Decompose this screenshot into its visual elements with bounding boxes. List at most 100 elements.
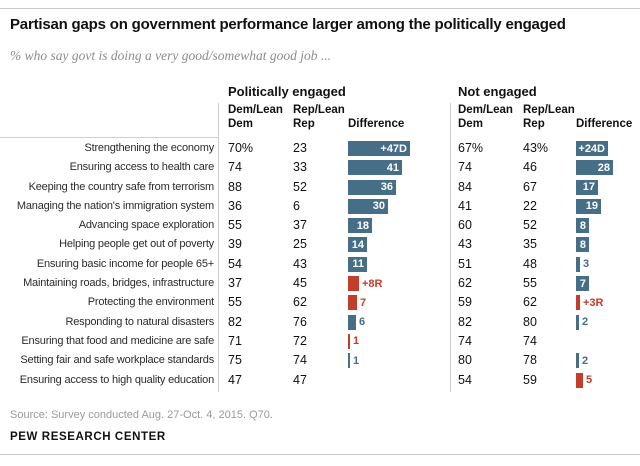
difference-cell: 18 (348, 218, 372, 234)
row-label: Advancing space exploration (78, 219, 214, 232)
row-label: Ensuring that food and medicine are safe (21, 334, 214, 347)
difference-value: 6 (359, 316, 366, 329)
table-row: Ensuring access to high quality educatio… (0, 371, 640, 390)
difference-cell: 6 (348, 314, 366, 330)
dem-value-not-engaged: 82 (458, 314, 472, 329)
rep-value-engaged: 76 (293, 314, 307, 329)
difference-value: +3R (583, 296, 604, 309)
difference-bar (576, 256, 580, 272)
dem-value-not-engaged: 51 (458, 256, 472, 271)
dem-value-engaged: 47 (228, 372, 242, 387)
difference-cell: 19 (576, 198, 601, 214)
table-row: Ensuring basic income for people 65+ 54 43… (0, 255, 640, 274)
difference-value: 17 (582, 181, 595, 194)
difference-cell: 30 (348, 198, 388, 214)
column-divider-right (450, 103, 451, 392)
difference-cell: 14 (348, 237, 367, 253)
difference-bar: 41 (348, 160, 402, 176)
column-divider-left (218, 103, 219, 392)
rep-value-not-engaged: 43% (523, 141, 549, 155)
difference-value: 30 (372, 200, 385, 213)
difference-bar: 30 (348, 198, 388, 214)
rep-value-engaged: 25 (293, 237, 307, 252)
rep-value-engaged: 72 (293, 333, 307, 348)
difference-value: 2 (582, 316, 589, 329)
rep-value-engaged: 62 (293, 295, 307, 310)
dem-value-not-engaged: 62 (458, 276, 472, 291)
dem-value-engaged: 71 (228, 333, 242, 348)
table-row: Ensuring that food and medicine are safe… (0, 332, 640, 351)
rep-value-not-engaged: 46 (523, 160, 537, 175)
rep-value-not-engaged: 48 (523, 256, 537, 271)
source-note: Source: Survey conducted Aug. 27-Oct. 4,… (10, 409, 273, 421)
table-row: Advancing space exploration 55 37 18 60 52 8 (0, 216, 640, 235)
dem-value-not-engaged: 41 (458, 198, 472, 213)
top-divider (0, 8, 640, 9)
rep-value-not-engaged: 80 (523, 314, 537, 329)
rep-value-not-engaged: 62 (523, 295, 537, 310)
rep-value-not-engaged: 74 (523, 333, 537, 348)
table-row: Managing the nation's immigration system… (0, 197, 640, 216)
bottom-divider (0, 454, 640, 455)
difference-cell: +24D (576, 141, 608, 156)
difference-cell: +8R (348, 276, 383, 292)
column-header-dem-engaged: Dem/Lean Dem (228, 104, 283, 130)
rep-value-not-engaged: 52 (523, 218, 537, 233)
rep-value-not-engaged: 59 (523, 372, 537, 387)
difference-cell: 1 (348, 353, 360, 369)
difference-value: 2 (582, 354, 589, 367)
difference-cell: 8 (576, 218, 589, 234)
column-header-rep-not-engaged: Rep/Lean Rep (523, 104, 575, 130)
rep-value-engaged: 37 (293, 218, 307, 233)
table-row: Ensuring access to health care 74 33 41 74 46… (0, 158, 640, 177)
rep-value-engaged: 74 (293, 353, 307, 368)
group-header-not-engaged: Not engaged (458, 84, 537, 99)
row-label: Helping people get out of poverty (59, 238, 214, 251)
difference-cell: 17 (576, 179, 598, 195)
table-row: Responding to natural disasters 82 76 6 82 80… (0, 313, 640, 332)
difference-bar (576, 353, 579, 369)
difference-value: 8 (579, 219, 586, 232)
difference-bar (348, 276, 359, 292)
row-label: Ensuring basic income for people 65+ (36, 257, 214, 270)
dem-value-not-engaged: 59 (458, 295, 472, 310)
table-body: Strengthening the economy 70% 23 +47D 67% 43%… (0, 139, 640, 390)
table-row: Strengthening the economy 70% 23 +47D 67% 43%… (0, 139, 640, 158)
difference-cell: 3 (576, 256, 589, 272)
difference-value: 1 (353, 354, 360, 367)
dem-value-not-engaged: 80 (458, 353, 472, 368)
difference-bar: +47D (348, 141, 410, 156)
difference-bar: 28 (576, 160, 613, 176)
difference-cell: 8 (576, 237, 589, 253)
column-header-rep-engaged: Rep/Lean Rep (293, 104, 345, 130)
difference-bar: 11 (348, 256, 367, 272)
difference-value: 5 (586, 374, 593, 387)
dem-value-engaged: 55 (228, 295, 242, 310)
difference-bar (576, 372, 583, 388)
difference-value: +47D (380, 142, 407, 155)
difference-bar (348, 295, 357, 311)
table-row: Setting fair and safe workplace standard… (0, 351, 640, 370)
difference-bar: 8 (576, 218, 589, 234)
row-label: Managing the nation's immigration system (16, 199, 214, 212)
difference-cell: 5 (576, 372, 593, 388)
difference-bar (576, 314, 579, 330)
row-label: Protecting the environment (87, 296, 214, 309)
rep-value-engaged: 43 (293, 256, 307, 271)
difference-bar (576, 295, 580, 311)
rep-value-engaged: 47 (293, 372, 307, 387)
group-header-politically-engaged: Politically engaged (228, 84, 346, 99)
row-label: Setting fair and safe workplace standard… (20, 354, 214, 367)
row-label: Maintaining roads, bridges, infrastructu… (23, 277, 214, 290)
difference-bar: 14 (348, 237, 367, 253)
dem-value-not-engaged: 60 (458, 218, 472, 233)
difference-value: 7 (360, 296, 367, 309)
rep-value-engaged: 6 (293, 198, 300, 213)
difference-value: 8 (579, 238, 586, 251)
difference-bar (348, 333, 350, 349)
difference-bar: 7 (576, 276, 589, 292)
dem-value-engaged: 82 (228, 314, 242, 329)
dem-value-engaged: 54 (228, 256, 242, 271)
difference-cell: 11 (348, 256, 367, 272)
